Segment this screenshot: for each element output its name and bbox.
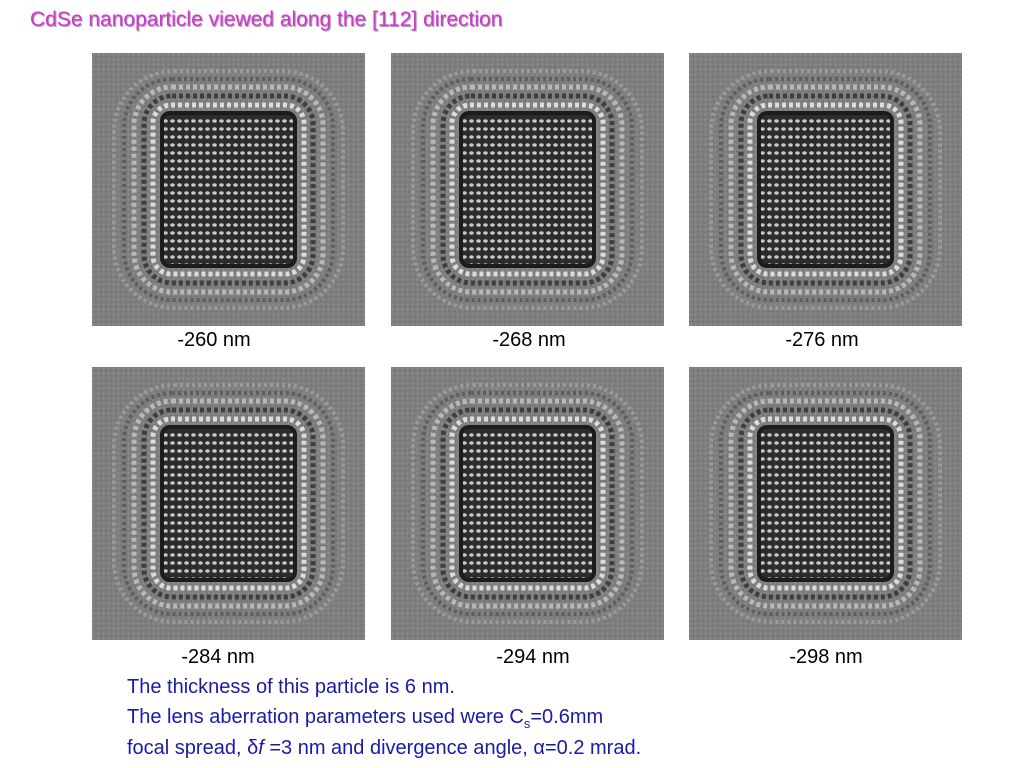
note: focal spread, δf =3 nm and divergence an… bbox=[127, 737, 641, 760]
note-text: =3 nm and divergence angle, bbox=[263, 737, 534, 759]
symbol: α bbox=[533, 737, 545, 759]
note: The thickness of this particle is 6 nm. bbox=[127, 676, 455, 698]
image-caption: -284 nm bbox=[181, 646, 255, 668]
particle-image bbox=[92, 367, 365, 640]
note-text: focal spread, bbox=[127, 737, 248, 759]
particle-image bbox=[391, 53, 664, 326]
particle-image bbox=[92, 53, 365, 326]
note-text: =0.6mm bbox=[530, 706, 604, 728]
hrtem-image bbox=[92, 53, 365, 326]
hrtem-image bbox=[689, 367, 962, 640]
hrtem-image bbox=[92, 367, 365, 640]
image-caption: -276 nm bbox=[785, 329, 859, 351]
note-text: The lens aberration parameters used were… bbox=[127, 706, 524, 728]
particle-image bbox=[689, 367, 962, 640]
hrtem-image bbox=[391, 367, 664, 640]
note: The lens aberration parameters used were… bbox=[127, 706, 603, 731]
image-caption: -294 nm bbox=[496, 646, 570, 668]
subscript: s bbox=[523, 716, 531, 731]
image-caption: -298 nm bbox=[789, 646, 863, 668]
particle-image bbox=[391, 367, 664, 640]
slide-title: CdSe nanoparticle viewed along the [112]… bbox=[30, 8, 503, 31]
symbol: f bbox=[258, 737, 264, 759]
hrtem-image bbox=[391, 53, 664, 326]
particle-image bbox=[689, 53, 962, 326]
note-text: =0.2 mrad. bbox=[544, 737, 642, 759]
symbol: δ bbox=[247, 737, 259, 759]
hrtem-image bbox=[689, 53, 962, 326]
image-caption: -268 nm bbox=[492, 329, 566, 351]
image-caption: -260 nm bbox=[177, 329, 251, 351]
